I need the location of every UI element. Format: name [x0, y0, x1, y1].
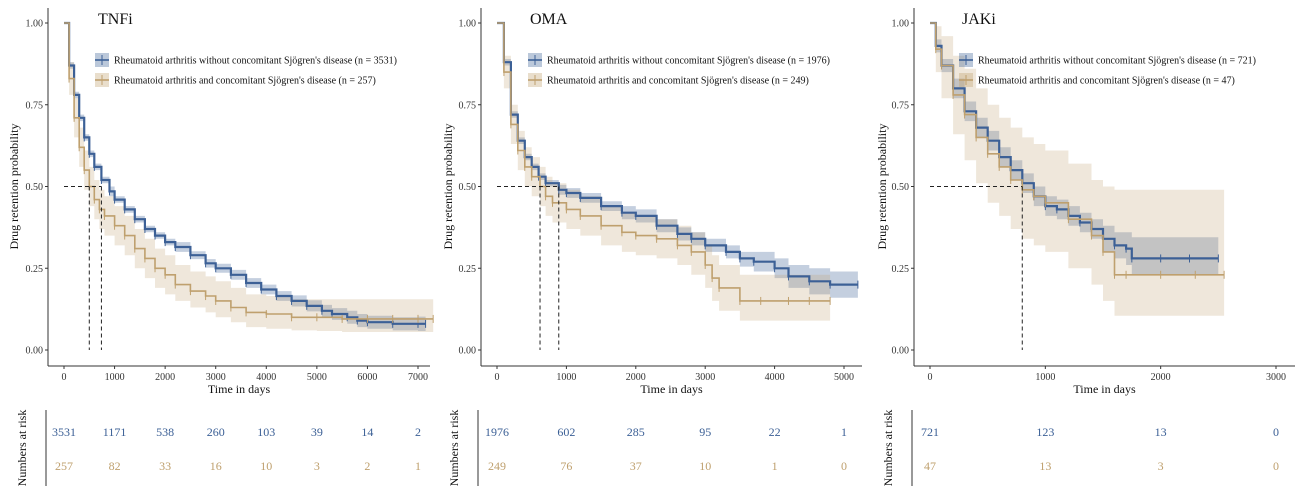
jaki-ci-band-with	[930, 23, 1225, 316]
oma-risk-value-without: 1	[841, 425, 847, 439]
oma-risk-value-without: 602	[557, 425, 575, 439]
tnfi-risk-value-without: 3531	[52, 425, 76, 439]
oma-legend-label-without: Rheumatoid arthritis without concomitant…	[547, 56, 830, 67]
tnfi-risk-value-without: 2	[415, 425, 421, 439]
tnfi-y-tick-label: 1.00	[26, 19, 44, 30]
jaki-risk-value-without: 721	[921, 425, 939, 439]
tnfi-risk-value-with: 16	[210, 459, 222, 473]
oma-y-tick-label: 1.00	[459, 19, 477, 30]
jaki-risk-value-with: 13	[1039, 459, 1051, 473]
tnfi-x-tick-label: 3000	[206, 372, 226, 383]
tnfi-y-tick-label: 0.50	[26, 182, 44, 193]
tnfi-x-tick-label: 5000	[307, 372, 327, 383]
jaki-y-tick-label: 0.25	[892, 264, 910, 275]
oma-risk-value-without: 285	[627, 425, 645, 439]
jaki-panel-title: JAKi	[962, 11, 996, 28]
tnfi-legend-label-with: Rheumatoid arthritis and concomitant Sjö…	[114, 76, 376, 87]
oma-x-tick-label: 4000	[765, 372, 785, 383]
tnfi-risk-value-with: 2	[364, 459, 370, 473]
oma-x-tick-label: 2000	[626, 372, 646, 383]
tnfi-x-tick-label: 6000	[357, 372, 377, 383]
tnfi-risk-value-without: 260	[207, 425, 225, 439]
oma-risk-axis-label: Numbers at risk	[447, 410, 461, 487]
jaki-risk-value-without: 123	[1036, 425, 1054, 439]
oma-x-axis-label: Time in days	[640, 382, 703, 396]
tnfi-panel-title: TNFi	[98, 11, 133, 28]
jaki-y-axis-label: Drug retention probability	[875, 124, 889, 250]
tnfi-ci-band-without	[64, 23, 426, 331]
jaki-curve-with	[930, 22, 1225, 276]
jaki-y-tick-label: 0.50	[892, 182, 910, 193]
oma-y-tick-label: 0.50	[459, 182, 477, 193]
oma-risk-value-without: 1976	[485, 425, 509, 439]
tnfi-risk-value-without: 1171	[103, 425, 127, 439]
oma-risk-value-with: 249	[488, 459, 506, 473]
oma-ci-band-with	[497, 23, 831, 321]
tnfi-risk-value-with: 33	[159, 459, 171, 473]
jaki-x-tick-label: 0	[928, 372, 933, 383]
tnfi-x-tick-label: 2000	[155, 372, 175, 383]
tnfi-x-tick-label: 0	[62, 372, 67, 383]
oma-y-axis-label: Drug retention probability	[441, 124, 455, 250]
oma-panel-title: OMA	[530, 11, 568, 28]
tnfi-risk-value-with: 257	[55, 459, 73, 473]
tnfi-y-tick-label: 0.00	[26, 346, 44, 357]
tnfi-risk-value-without: 103	[257, 425, 275, 439]
jaki-legend-label-without: Rheumatoid arthritis without concomitant…	[978, 56, 1256, 67]
oma-risk-value-with: 1	[772, 459, 778, 473]
tnfi-x-tick-label: 7000	[408, 372, 428, 383]
jaki-y-tick-label: 0.75	[892, 100, 910, 111]
oma-risk-value-with: 76	[560, 459, 572, 473]
oma-y-tick-label: 0.75	[459, 100, 477, 111]
oma-risk-value-with: 37	[630, 459, 642, 473]
oma-risk-value-without: 22	[769, 425, 781, 439]
jaki-risk-axis-label: Numbers at risk	[881, 410, 895, 487]
jaki-x-axis-label: Time in days	[1073, 382, 1136, 396]
tnfi-risk-value-with: 3	[314, 459, 320, 473]
oma-x-tick-label: 0	[495, 372, 500, 383]
tnfi-y-axis-label: Drug retention probability	[7, 124, 21, 250]
tnfi-x-axis-label: Time in days	[208, 382, 271, 396]
oma-risk-value-without: 95	[699, 425, 711, 439]
jaki-x-tick-label: 3000	[1266, 372, 1286, 383]
jaki-x-tick-label: 1000	[1035, 372, 1055, 383]
oma-curve-without	[497, 21, 858, 286]
oma-x-tick-label: 5000	[834, 372, 854, 383]
tnfi-x-tick-label: 4000	[256, 372, 276, 383]
jaki-x-tick-label: 2000	[1151, 372, 1171, 383]
tnfi-risk-value-with: 82	[109, 459, 121, 473]
jaki-ci-band-without	[930, 23, 1219, 275]
tnfi-legend-label-without: Rheumatoid arthritis without concomitant…	[114, 56, 397, 67]
tnfi-risk-value-with: 1	[415, 459, 421, 473]
oma-ci-band-without	[497, 23, 858, 298]
jaki-risk-value-without: 0	[1273, 425, 1279, 439]
jaki-y-tick-label: 0.00	[892, 346, 910, 357]
tnfi-y-tick-label: 0.25	[26, 264, 44, 275]
jaki-risk-value-with: 47	[924, 459, 936, 473]
jaki-legend-label-with: Rheumatoid arthritis and concomitant Sjö…	[978, 76, 1235, 87]
oma-risk-value-with: 10	[699, 459, 711, 473]
tnfi-risk-axis-label: Numbers at risk	[15, 410, 29, 487]
jaki-risk-value-with: 0	[1273, 459, 1279, 473]
tnfi-y-tick-label: 0.75	[26, 100, 44, 111]
jaki-risk-value-without: 13	[1155, 425, 1167, 439]
tnfi-x-tick-label: 1000	[105, 372, 125, 383]
tnfi-curve-with	[64, 22, 434, 320]
tnfi-ci-band-with	[64, 23, 434, 332]
oma-x-tick-label: 3000	[695, 372, 715, 383]
jaki-y-tick-label: 1.00	[892, 19, 910, 30]
jaki-risk-value-with: 3	[1158, 459, 1164, 473]
tnfi-risk-value-without: 538	[156, 425, 174, 439]
oma-y-tick-label: 0.00	[459, 346, 477, 357]
oma-y-tick-label: 0.25	[459, 264, 477, 275]
oma-x-tick-label: 1000	[556, 372, 576, 383]
tnfi-risk-value-with: 10	[260, 459, 272, 473]
oma-risk-value-with: 0	[841, 459, 847, 473]
tnfi-risk-value-without: 39	[311, 425, 323, 439]
tnfi-risk-value-without: 14	[361, 425, 373, 439]
oma-legend-label-with: Rheumatoid arthritis and concomitant Sjö…	[547, 76, 809, 87]
